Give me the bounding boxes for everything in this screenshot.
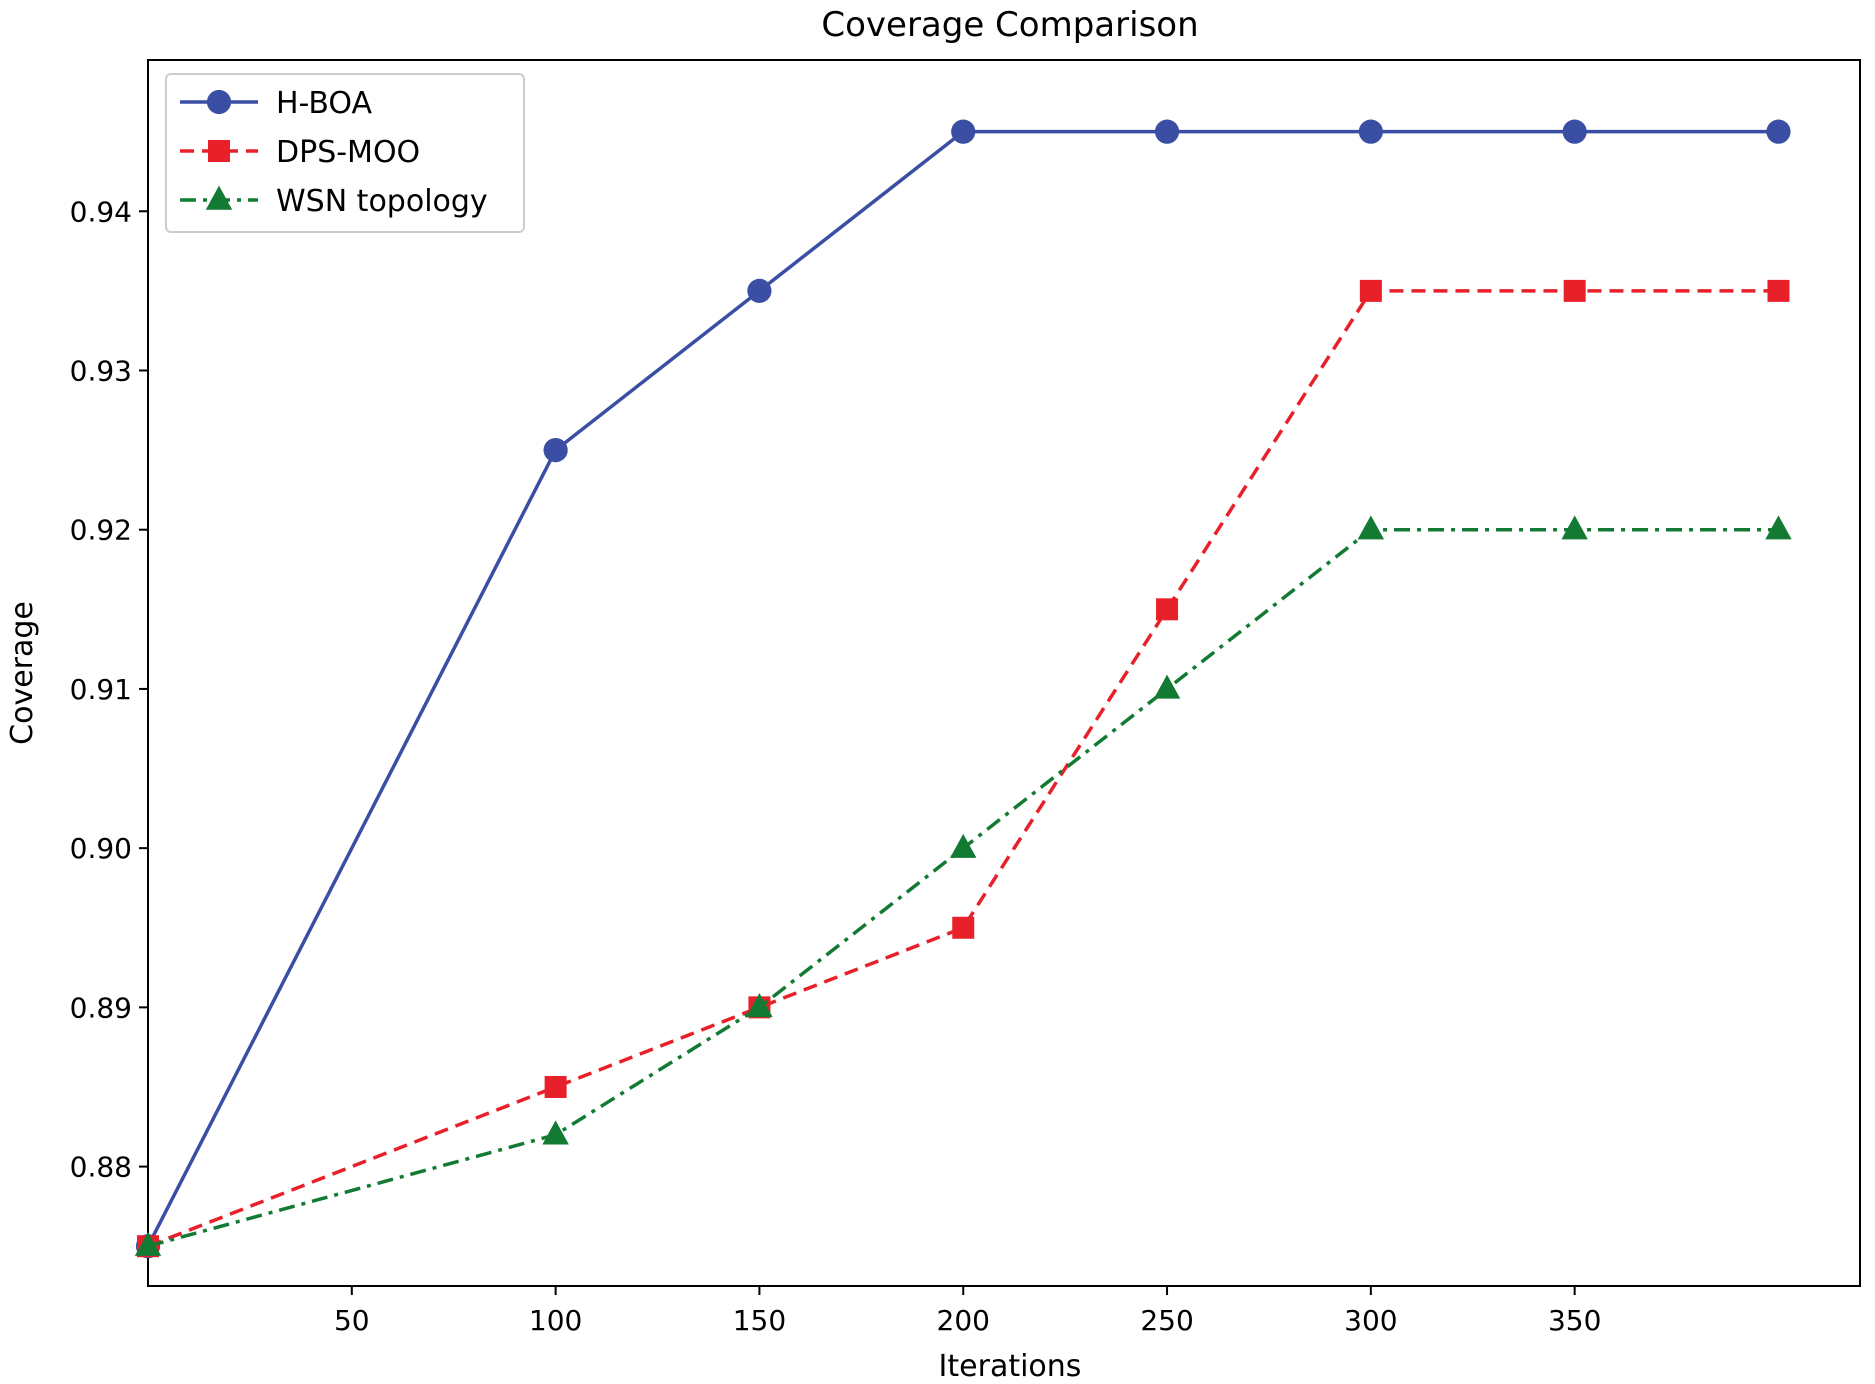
series-line [147,527,1779,1248]
data-point-triangle [1561,515,1588,540]
x-axis-ticks: 50 100 150 200 250 300 350 [334,1286,1601,1337]
data-point-triangle [542,1120,569,1145]
y-axis-ticks: 0.88 0.89 0.90 0.91 0.92 0.93 0.94 [70,195,148,1184]
data-point-circle [543,437,568,463]
legend-item: DPS-MOO [180,135,420,170]
y-tick-label: 0.90 [70,832,132,865]
legend-label: H-BOA [276,86,372,121]
series-line [146,129,1779,1247]
data-point-circle [1562,119,1587,144]
y-tick-label: 0.91 [70,673,132,706]
series-h-boa [135,119,1791,1259]
x-tick-label: 150 [733,1304,786,1337]
data-point-square [1359,279,1382,302]
x-tick-label: 200 [937,1304,990,1337]
data-point-triangle [205,185,233,210]
data-point-square [544,1075,567,1098]
data-point-triangle [134,1231,162,1256]
data-point-triangle [746,993,773,1018]
y-tick-label: 0.94 [70,195,132,228]
data-point-circle [1766,119,1791,144]
y-tick-label: 0.89 [70,991,132,1024]
legend: H-BOA DPS-MOO WSN topology [165,73,525,233]
y-tick-label: 0.88 [70,1151,132,1184]
data-point-circle [951,119,976,144]
x-tick-label: 350 [1548,1304,1601,1337]
y-tick-label: 0.93 [70,354,132,387]
legend-frame [165,73,525,233]
x-tick-label: 100 [529,1304,582,1337]
data-point-triangle [1765,515,1792,540]
data-point-circle [1358,119,1383,144]
chart-title: Coverage Comparison [821,5,1198,45]
data-point-triangle [1153,674,1181,699]
data-point-circle [206,89,232,115]
series-line [147,289,1779,1248]
x-tick-label: 50 [334,1304,370,1337]
legend-items: H-BOA DPS-MOO WSN topology [180,86,488,219]
plot-area-frame [147,59,1861,1287]
data-point-circle [1154,119,1180,144]
data-point-circle [747,278,772,303]
x-tick-label: 250 [1140,1304,1193,1337]
data-point-square [1767,279,1790,302]
data-point-square [208,140,230,162]
y-tick-label: 0.92 [70,514,132,547]
legend-label: DPS-MOO [276,135,420,170]
y-axis-label: Coverage [5,601,40,745]
legend-item: WSN topology [180,184,488,219]
series-layer [134,119,1792,1259]
data-point-triangle [1357,515,1385,540]
legend-label: WSN topology [276,184,488,219]
legend-item: H-BOA [180,86,372,121]
data-point-square [1156,598,1179,621]
data-point-square [952,916,975,939]
data-point-square [1563,279,1586,302]
data-point-triangle [950,833,977,858]
x-tick-label: 300 [1344,1304,1397,1337]
series-wsn-topology [134,515,1792,1256]
series-dps-moo [137,279,1790,1258]
x-axis-label: Iterations [939,1349,1082,1384]
